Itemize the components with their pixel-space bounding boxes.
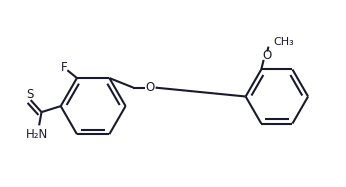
Text: H₂N: H₂N (26, 128, 48, 141)
Text: S: S (26, 88, 33, 101)
Text: O: O (263, 49, 272, 62)
Text: F: F (61, 61, 67, 74)
Text: O: O (146, 81, 155, 94)
Text: CH₃: CH₃ (274, 37, 294, 47)
